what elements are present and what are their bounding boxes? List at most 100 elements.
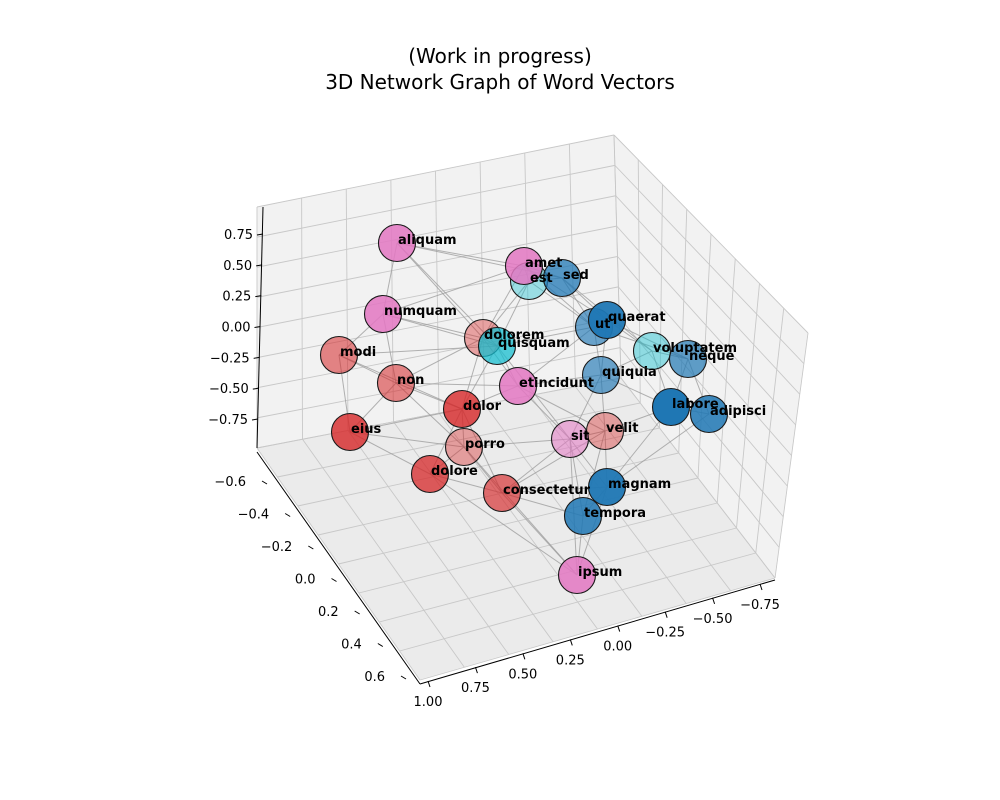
tick-mark [256, 233, 264, 236]
tick-mark [522, 653, 526, 660]
tick-mark [474, 666, 478, 674]
tick-mark [427, 680, 431, 688]
node-label-tempora: tempora [584, 506, 646, 521]
node-label-est: est [530, 271, 553, 286]
grid-line [637, 159, 641, 404]
tick-mark [759, 583, 763, 591]
tick-mark [377, 643, 384, 647]
grid-line [338, 477, 699, 565]
tick-mark [331, 578, 337, 582]
node-dolor [442, 389, 482, 429]
tick-mark [712, 597, 716, 605]
grid-line [716, 258, 736, 504]
tick-label: 0.50 [223, 259, 252, 274]
tick-mark [308, 545, 314, 550]
tick-label: 0.6 [364, 670, 385, 685]
node-label-amet: amet [525, 256, 562, 271]
node-label-aliquam: aliquam [398, 233, 457, 248]
grid-line [297, 427, 660, 507]
node-label-adipisci: adipisci [710, 404, 766, 419]
node-label-sed: sed [563, 268, 589, 283]
node-sit [550, 419, 590, 459]
y-axis-ticks: −0.6 −0.4 −0.2 0.0 0.2 0.4 0.6 [214, 475, 407, 685]
y-axis-line [256, 451, 421, 685]
tick-label: −0.75 [208, 413, 248, 428]
node-neque [668, 339, 708, 379]
tick-label: −0.50 [693, 612, 733, 627]
grid-line [277, 402, 641, 478]
node-dolore [410, 454, 450, 494]
tick-label: −0.2 [261, 540, 293, 555]
node-label-eius: eius [351, 422, 382, 437]
node-amet [504, 246, 544, 286]
node-label-labore: labore [672, 397, 719, 412]
tick-label: 0.00 [603, 640, 632, 655]
chart-title-line-1: (Work in progress) [408, 44, 592, 68]
node-label-porro: porro [465, 437, 505, 452]
tick-mark [354, 610, 360, 615]
x-axis-line [419, 579, 776, 685]
tick-mark [256, 264, 263, 267]
edge-dolore-ipsum [429, 473, 578, 576]
tick-label: 1.00 [414, 695, 443, 710]
x-axis-ticks: 1.00 0.75 0.50 0.25 0.00 −0.25 −0.50 −0.75 [414, 583, 780, 710]
tick-label: 0.4 [341, 638, 362, 653]
node-aliquam [377, 223, 417, 263]
node-modi [319, 335, 359, 375]
tick-label: 0.0 [295, 573, 316, 588]
node-label-consectetur: consectetur [503, 483, 591, 498]
network-nodes [319, 223, 729, 595]
node-ipsum [557, 555, 597, 595]
grid-line [419, 577, 776, 681]
node-label-dolore: dolore [431, 464, 478, 479]
tick-mark [261, 480, 268, 485]
tick-label: 0.25 [222, 290, 251, 305]
grid-line [736, 283, 760, 529]
node-label-neque: neque [689, 349, 735, 364]
tick-mark [254, 326, 261, 328]
grid-line [345, 188, 349, 431]
tick-mark [617, 625, 621, 632]
tick-label: 0.25 [556, 653, 585, 668]
tick-label: 0.2 [318, 605, 339, 620]
tick-mark [400, 675, 407, 680]
grid-line [659, 184, 663, 429]
node-label-ipsum: ipsum [578, 565, 622, 580]
z-axis-line [256, 206, 264, 449]
node-non [376, 363, 416, 403]
axis-lines [256, 206, 776, 685]
node-labore [651, 387, 691, 427]
tick-mark [252, 387, 259, 390]
tick-mark [569, 639, 573, 646]
node-quisquam [477, 326, 517, 366]
node-label-quiquia: quiquia [602, 365, 657, 380]
tick-label: −0.6 [214, 475, 246, 490]
node-label-velit: velit [606, 421, 638, 436]
node-eius [330, 412, 370, 452]
grid-line [399, 552, 756, 652]
node-label-etincidunt: etincidunt [519, 376, 594, 391]
node-label-non: non [397, 373, 424, 388]
tick-label: 0.00 [222, 321, 251, 336]
tick-label: −0.25 [645, 626, 685, 641]
node-voluptatem [632, 331, 672, 371]
grid-line [379, 527, 737, 623]
node-consectetur [482, 473, 522, 513]
node-adipisci [689, 394, 729, 434]
edge-eius-dolor [349, 408, 463, 433]
tick-label: −0.75 [740, 598, 780, 613]
node-label-numquam: numquam [384, 304, 457, 319]
grid-line [435, 170, 440, 414]
tick-label: −0.25 [210, 351, 250, 366]
node-quaerat [587, 300, 627, 340]
tick-label: 0.50 [508, 667, 537, 682]
edge-non-etincidunt [395, 382, 519, 387]
chart-title-line-2: 3D Network Graph of Word Vectors [325, 70, 675, 94]
node-label-ut: ut [595, 317, 610, 332]
tick-mark [251, 418, 259, 421]
node-numquam [363, 294, 403, 334]
grid-line [755, 308, 785, 554]
edge-porro-ipsum [463, 446, 578, 576]
